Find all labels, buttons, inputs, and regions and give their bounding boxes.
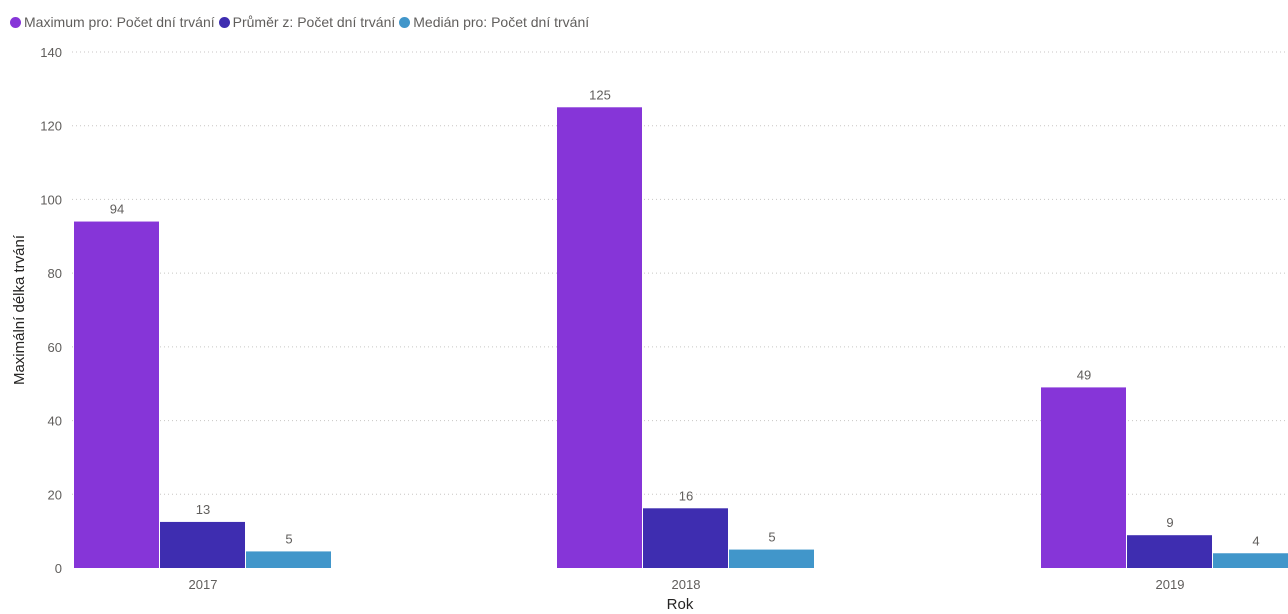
x-axis-title: Rok <box>667 596 694 613</box>
y-tick-label: 0 <box>55 561 62 576</box>
y-tick-label: 20 <box>48 487 62 502</box>
data-label: 125 <box>589 87 611 102</box>
legend-item-maximum[interactable]: Maximum pro: Počet dní trvání <box>10 14 215 30</box>
y-axis-title: Maximální délka trvání <box>11 234 28 385</box>
data-label: 94 <box>110 202 124 217</box>
data-label: 13 <box>196 502 210 517</box>
data-label: 5 <box>285 531 292 546</box>
chart-legend: Maximum pro: Počet dní trvání Průměr z: … <box>10 14 593 30</box>
x-axis-ticks: 2017 2018 2019 <box>189 577 1185 592</box>
legend-label-median: Medián pro: Počet dní trvání <box>413 14 590 30</box>
x-tick-label: 2018 <box>672 577 701 592</box>
y-tick-label: 60 <box>48 340 62 355</box>
legend-item-median[interactable]: Medián pro: Počet dní trvání <box>399 14 589 30</box>
data-label: 49 <box>1077 367 1091 382</box>
gridlines <box>72 51 1288 495</box>
y-tick-label: 140 <box>40 45 62 60</box>
bar[interactable] <box>729 549 814 568</box>
legend-label-average: Průměr z: Počet dní trvání <box>232 14 396 30</box>
bar[interactable] <box>557 107 642 569</box>
x-tick-label: 2017 <box>189 577 218 592</box>
data-label: 9 <box>1166 515 1173 530</box>
bar[interactable] <box>1127 535 1212 568</box>
legend-dot-maximum <box>10 16 21 28</box>
bar[interactable] <box>643 508 728 568</box>
legend-label-maximum: Maximum pro: Počet dní trvání <box>24 14 215 30</box>
y-axis-ticks: 0 20 40 60 80 100 120 140 <box>40 45 62 576</box>
data-label: 16 <box>679 488 693 503</box>
y-tick-label: 120 <box>40 119 62 134</box>
legend-item-average[interactable]: Průměr z: Počet dní trvání <box>218 14 396 30</box>
y-tick-label: 80 <box>48 266 62 281</box>
bar[interactable] <box>74 221 159 569</box>
bar[interactable] <box>160 521 245 568</box>
legend-dot-median <box>399 16 411 28</box>
y-tick-label: 40 <box>48 414 62 429</box>
y-tick-label: 100 <box>40 192 62 207</box>
bar[interactable] <box>246 551 331 568</box>
legend-dot-average <box>218 16 230 28</box>
bar[interactable] <box>1041 387 1126 568</box>
x-tick-label: 2019 <box>1156 577 1185 592</box>
data-label: 5 <box>768 530 775 545</box>
bar[interactable] <box>1213 553 1288 568</box>
data-label: 4 <box>1252 533 1259 548</box>
